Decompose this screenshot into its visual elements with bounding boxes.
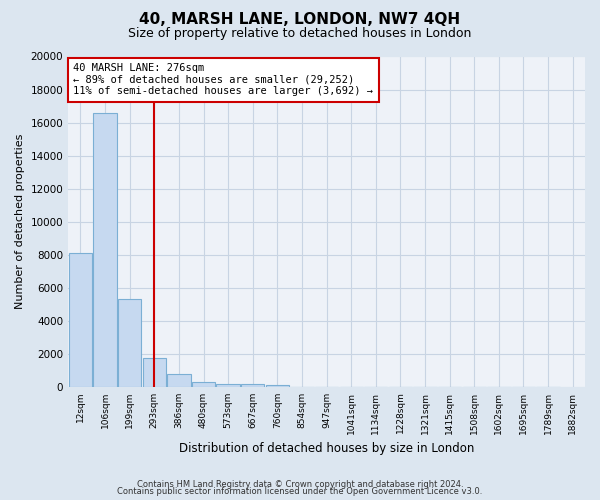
Bar (167, 374, 191, 386)
Bar (241, 384, 265, 386)
Bar (217, 384, 240, 386)
Bar (266, 385, 289, 386)
Bar (69, 253, 92, 386)
Text: Contains public sector information licensed under the Open Government Licence v3: Contains public sector information licen… (118, 487, 482, 496)
Y-axis label: Number of detached properties: Number of detached properties (15, 134, 25, 310)
Bar (143, 358, 166, 386)
Text: 40, MARSH LANE, LONDON, NW7 4QH: 40, MARSH LANE, LONDON, NW7 4QH (139, 12, 461, 28)
Text: Contains HM Land Registry data © Crown copyright and database right 2024.: Contains HM Land Registry data © Crown c… (137, 480, 463, 489)
Text: Size of property relative to detached houses in London: Size of property relative to detached ho… (128, 28, 472, 40)
X-axis label: Distribution of detached houses by size in London: Distribution of detached houses by size … (179, 442, 474, 455)
Bar (192, 382, 215, 386)
Text: 40 MARSH LANE: 276sqm
← 89% of detached houses are smaller (29,252)
11% of semi-: 40 MARSH LANE: 276sqm ← 89% of detached … (73, 63, 373, 96)
Bar (118, 299, 142, 386)
Bar (94, 112, 117, 386)
